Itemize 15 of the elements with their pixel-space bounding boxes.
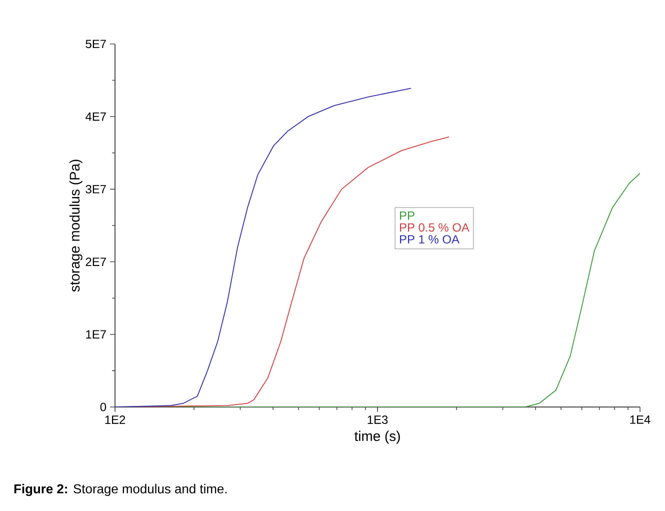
y-axis-title: storage modulus (Pa): [69, 160, 82, 292]
x-tick-label: 1E4: [630, 415, 650, 424]
y-tick-label: 2E7: [86, 258, 106, 266]
y-tick-label: 0: [100, 402, 106, 412]
text: Figure 2: Storage modulus and time.: [14, 484, 227, 496]
x-axis-title: time (s): [354, 430, 400, 444]
y-tick-label: 4E7: [86, 112, 106, 121]
text: PP: [400, 212, 414, 220]
x-tick-label: 1E3: [368, 415, 388, 424]
text: PP 0.5 % OA: [400, 223, 470, 232]
y-tick-label: 5E7: [86, 40, 106, 48]
text: PP 1 % OA: [400, 235, 460, 244]
y-tick-label: 3E7: [86, 184, 106, 194]
y-tick-label: 1E7: [86, 330, 106, 338]
x-tick-label: 1E2: [105, 415, 126, 424]
